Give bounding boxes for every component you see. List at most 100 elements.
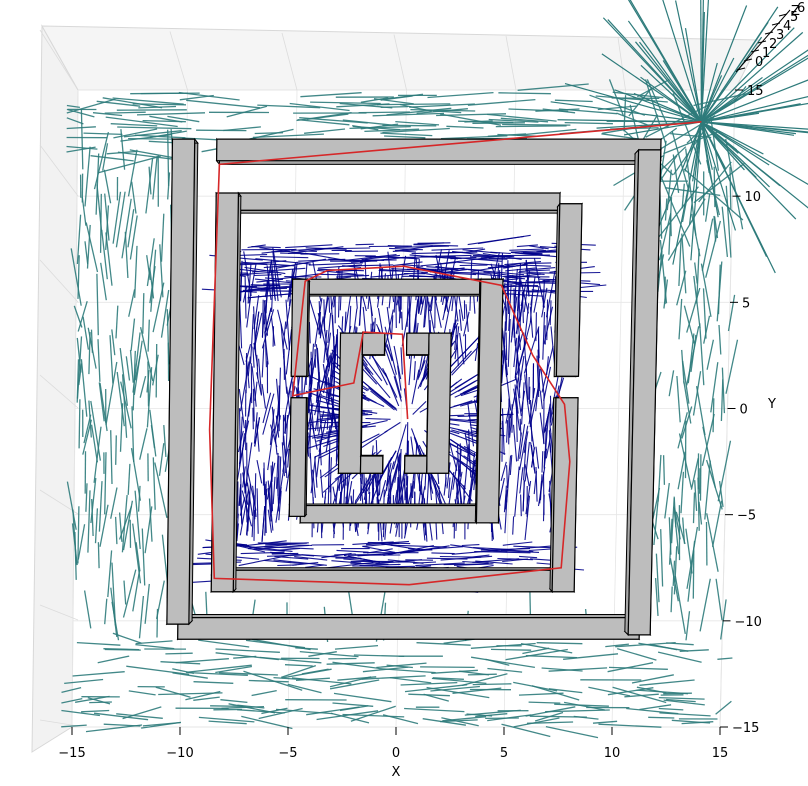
outer-tree-edge <box>131 181 137 214</box>
outer-tree-edge <box>105 232 113 286</box>
inner-tree-edge <box>463 443 470 494</box>
inner-tree-edge <box>525 480 532 515</box>
inner-tree-edge <box>261 505 266 542</box>
inner-tree-edge <box>327 312 332 343</box>
outer-tree-edge <box>627 0 702 123</box>
inner-tree-edge <box>517 432 522 462</box>
inner-tree-edge <box>523 326 540 374</box>
outer-tree-edge <box>592 720 618 724</box>
inner-tree-edge <box>331 560 362 564</box>
inner-tree-edge <box>394 373 402 398</box>
inner-tree-edge <box>540 367 545 396</box>
outer-tree-edge <box>316 710 379 721</box>
inner-tree-edge <box>305 564 325 568</box>
inner-tree-edge <box>261 309 275 349</box>
z-tick-label: 4 <box>783 19 791 34</box>
outer-tree-edge <box>682 517 686 544</box>
inner-tree-edge <box>448 470 467 490</box>
outer-tree-edge <box>237 704 265 709</box>
outer-tree-edge <box>139 428 148 460</box>
outer-tree-edge <box>295 647 318 650</box>
outer-tree-edge <box>673 546 678 595</box>
inner-tree-edge <box>508 284 512 331</box>
outer-tree-edge <box>81 709 110 713</box>
outer-tree-edge <box>127 209 135 248</box>
outer-tree-edge <box>275 708 333 715</box>
outer-tree-edge <box>541 667 583 672</box>
inner-tree-edge <box>524 374 529 403</box>
outer-tree-edge <box>82 419 93 455</box>
inner-tree-edge <box>514 372 522 417</box>
inner-tree-edge <box>270 465 274 512</box>
outer-tree-edge <box>671 130 690 191</box>
inner-tree-edge <box>413 361 416 381</box>
outer-tree-edge <box>487 714 532 722</box>
outer-tree-edge <box>700 0 710 122</box>
outer-tree-edge <box>409 103 475 108</box>
inner-tree-edge <box>316 273 364 276</box>
inner-tree-edge <box>506 420 509 443</box>
inner-tree-edge <box>377 450 397 484</box>
obstacle-outer-right <box>623 148 663 637</box>
inner-tree-edge <box>256 420 260 452</box>
obstacle-core-right-bar <box>425 331 453 475</box>
outer-tree-edge <box>299 650 359 658</box>
outer-tree-edge <box>488 118 539 123</box>
outer-tree-edge <box>76 337 82 373</box>
outer-tree-edge <box>127 463 131 495</box>
outer-tree-edge <box>215 665 253 674</box>
outer-tree-edge <box>681 360 690 404</box>
inner-tree-edge <box>316 435 323 478</box>
x-tick-label: 15 <box>712 746 729 761</box>
grid-line-top <box>169 31 188 91</box>
outer-tree-edge <box>304 128 346 134</box>
outer-tree-edge <box>715 700 732 715</box>
obstacle-top <box>551 397 579 593</box>
outer-tree-edge <box>353 654 405 657</box>
inner-tree-edge <box>281 442 285 477</box>
outer-tree-edge <box>694 262 698 284</box>
outer-tree-edge <box>237 709 285 714</box>
outer-tree-edge <box>147 319 150 352</box>
outer-tree-edge <box>105 205 110 250</box>
outer-tree-edge <box>545 709 610 713</box>
inner-tree-edge <box>518 271 545 275</box>
outer-tree-edge <box>142 119 186 123</box>
inner-tree-edge <box>308 262 363 266</box>
inner-tree-edge <box>447 477 451 498</box>
inner-tree-edge <box>278 273 321 280</box>
outer-tree-edge <box>111 562 117 626</box>
inner-tree-edge <box>408 354 413 386</box>
outer-tree-edge <box>61 686 82 694</box>
inner-tree-edge <box>238 554 289 567</box>
inner-tree-edge <box>315 382 319 403</box>
outer-tree-edge <box>420 666 475 669</box>
outer-tree-edge <box>681 721 714 725</box>
grid-line-z <box>39 29 79 91</box>
outer-tree-edge <box>123 130 182 138</box>
outer-tree-edge <box>85 483 88 512</box>
outer-tree-edge <box>678 237 682 287</box>
inner-tree-edge <box>254 274 282 277</box>
outer-tree-edge <box>135 640 173 645</box>
outer-tree-edge <box>657 651 702 663</box>
outer-tree-edge <box>607 687 654 696</box>
outer-tree-edge <box>129 149 180 160</box>
inner-tree-edge <box>238 388 245 429</box>
inner-tree-edge <box>343 554 381 563</box>
outer-tree-edge <box>167 172 171 200</box>
inner-tree-edge <box>541 451 544 473</box>
inner-tree-edge <box>311 469 316 498</box>
outer-tree-edge <box>144 583 150 624</box>
inner-tree-edge <box>364 367 391 399</box>
outer-tree-edge <box>78 363 83 386</box>
outer-tree-edge <box>87 697 111 705</box>
inner-tree-edge <box>262 468 265 486</box>
outer-tree-edge <box>601 133 642 141</box>
outer-tree-edge <box>131 406 135 463</box>
inner-tree-edge <box>286 386 291 416</box>
outer-tree-edge <box>701 121 795 136</box>
outer-tree-edge <box>666 642 694 646</box>
obstacle-top <box>475 278 504 524</box>
